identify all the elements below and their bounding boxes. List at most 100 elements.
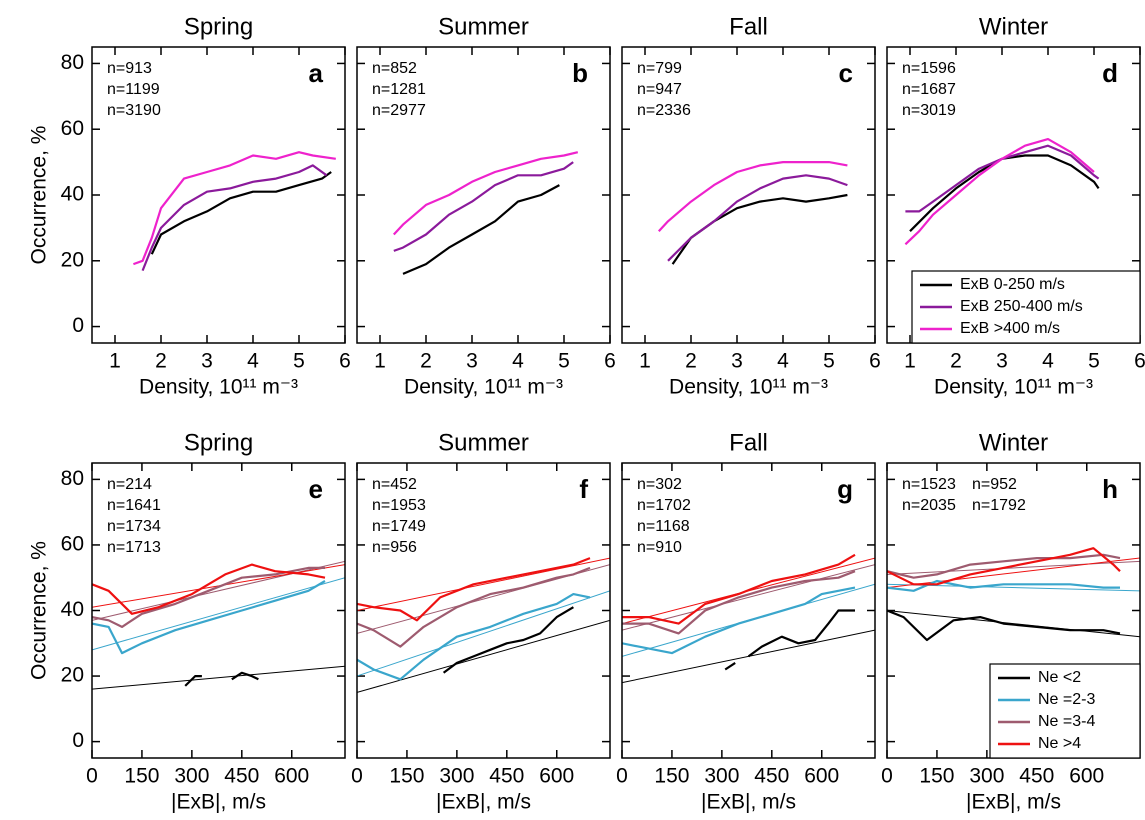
data-line xyxy=(133,151,336,266)
x-tick-label: 6 xyxy=(339,350,351,373)
data-line xyxy=(671,193,848,265)
panel-title: Summer xyxy=(438,429,529,456)
data-line xyxy=(724,609,855,671)
n-annotation: n=852 xyxy=(372,60,417,77)
plot-area xyxy=(392,151,579,275)
n-annotation: n=1687 xyxy=(902,81,956,98)
fit-line xyxy=(92,577,345,651)
plot-frame xyxy=(356,46,611,344)
legend-label: Ne >4 xyxy=(1038,735,1081,752)
fit-line xyxy=(622,564,875,631)
x-tick-label: 0 xyxy=(616,765,628,788)
y-tick-label: 40 xyxy=(61,183,84,206)
x-tick-label: 0 xyxy=(881,765,893,788)
plot-area xyxy=(887,547,1140,642)
data-line xyxy=(905,144,1100,213)
fit-line xyxy=(887,560,1140,575)
data-line xyxy=(667,174,848,262)
x-tick-label: 5 xyxy=(1088,350,1100,373)
n-annotation: n=1168 xyxy=(637,518,690,535)
data-line xyxy=(904,138,1095,246)
data-line xyxy=(393,161,574,252)
x-tick-label: 150 xyxy=(919,765,954,788)
data-line xyxy=(402,184,560,275)
data-line xyxy=(357,593,591,681)
n-annotation: n=1199 xyxy=(107,81,160,98)
n-annotation: n=910 xyxy=(637,539,682,556)
plot-frame xyxy=(91,462,346,759)
x-axis-label: |ExB|, m/s xyxy=(966,791,1061,814)
fit-line xyxy=(92,560,345,621)
data-line xyxy=(442,606,574,674)
legend-box xyxy=(989,663,1141,759)
data-line xyxy=(622,553,856,625)
n-annotation: n=302 xyxy=(637,476,682,493)
n-annotation: n=1734 xyxy=(107,518,161,535)
x-tick-label: 4 xyxy=(1042,350,1054,373)
panel-label: h xyxy=(1102,474,1118,504)
x-axis-label: Density, 10¹¹ m⁻³ xyxy=(139,376,298,399)
panel-label: a xyxy=(309,58,324,88)
legend-label: Ne =2-3 xyxy=(1038,691,1095,708)
data-line xyxy=(141,164,328,272)
data-line xyxy=(150,171,332,255)
n-annotation: n=799 xyxy=(637,60,682,77)
n-annotation: n=1702 xyxy=(637,497,691,514)
n-annotation: n=1792 xyxy=(972,497,1026,514)
data-line xyxy=(887,579,1120,592)
fit-line xyxy=(357,590,610,677)
y-tick-label: 0 xyxy=(72,314,84,337)
data-line xyxy=(357,557,591,622)
n-annotation: n=452 xyxy=(372,476,417,493)
x-tick-label: 5 xyxy=(558,350,570,373)
panel-title: Summer xyxy=(438,13,529,40)
n-annotation: n=1596 xyxy=(902,60,956,77)
n-annotation: n=1713 xyxy=(107,539,161,556)
n-annotation: n=952 xyxy=(972,476,1017,493)
x-tick-label: 2 xyxy=(685,350,697,373)
n-annotation: n=1953 xyxy=(372,497,426,514)
x-tick-label: 3 xyxy=(996,350,1008,373)
x-axis-label: Density, 10¹¹ m⁻³ xyxy=(669,376,828,399)
data-line xyxy=(92,566,325,628)
panel-label: g xyxy=(837,474,853,504)
n-annotation: n=3190 xyxy=(107,102,161,119)
plot-area xyxy=(357,557,610,693)
n-annotation: n=956 xyxy=(372,539,417,556)
x-tick-label: 450 xyxy=(754,765,789,788)
data-line xyxy=(357,566,591,648)
panel-label: e xyxy=(309,474,323,504)
legend-label: ExB 250-400 m/s xyxy=(960,298,1083,315)
x-tick-label: 0 xyxy=(351,765,363,788)
plot-frame xyxy=(91,46,346,344)
plot-area xyxy=(904,138,1100,246)
panel-title: Spring xyxy=(184,429,253,456)
plot-area xyxy=(133,151,336,272)
n-annotation: n=1523 xyxy=(902,476,956,493)
plot-area xyxy=(92,560,345,690)
n-annotation: n=3019 xyxy=(902,102,956,119)
x-tick-label: 4 xyxy=(777,350,789,373)
n-annotation: n=2336 xyxy=(637,102,691,119)
x-tick-label: 600 xyxy=(804,765,839,788)
x-tick-label: 150 xyxy=(124,765,159,788)
fit-line xyxy=(887,557,1140,589)
x-tick-label: 450 xyxy=(1019,765,1054,788)
panel-label: f xyxy=(579,474,588,504)
x-tick-label: 2 xyxy=(155,350,167,373)
x-tick-label: 5 xyxy=(823,350,835,373)
y-tick-label: 60 xyxy=(61,117,84,140)
panel-title: Fall xyxy=(729,429,768,456)
x-tick-label: 1 xyxy=(904,350,916,373)
x-tick-label: 150 xyxy=(389,765,424,788)
n-annotation: n=2035 xyxy=(902,497,956,514)
y-tick-label: 20 xyxy=(61,664,84,687)
n-annotation: n=913 xyxy=(107,60,152,77)
y-tick-label: 20 xyxy=(61,248,84,271)
x-tick-label: 6 xyxy=(604,350,616,373)
panel-title: Winter xyxy=(979,13,1048,40)
x-tick-label: 150 xyxy=(654,765,689,788)
y-tick-label: 40 xyxy=(61,598,84,621)
panel-label: c xyxy=(839,58,853,88)
